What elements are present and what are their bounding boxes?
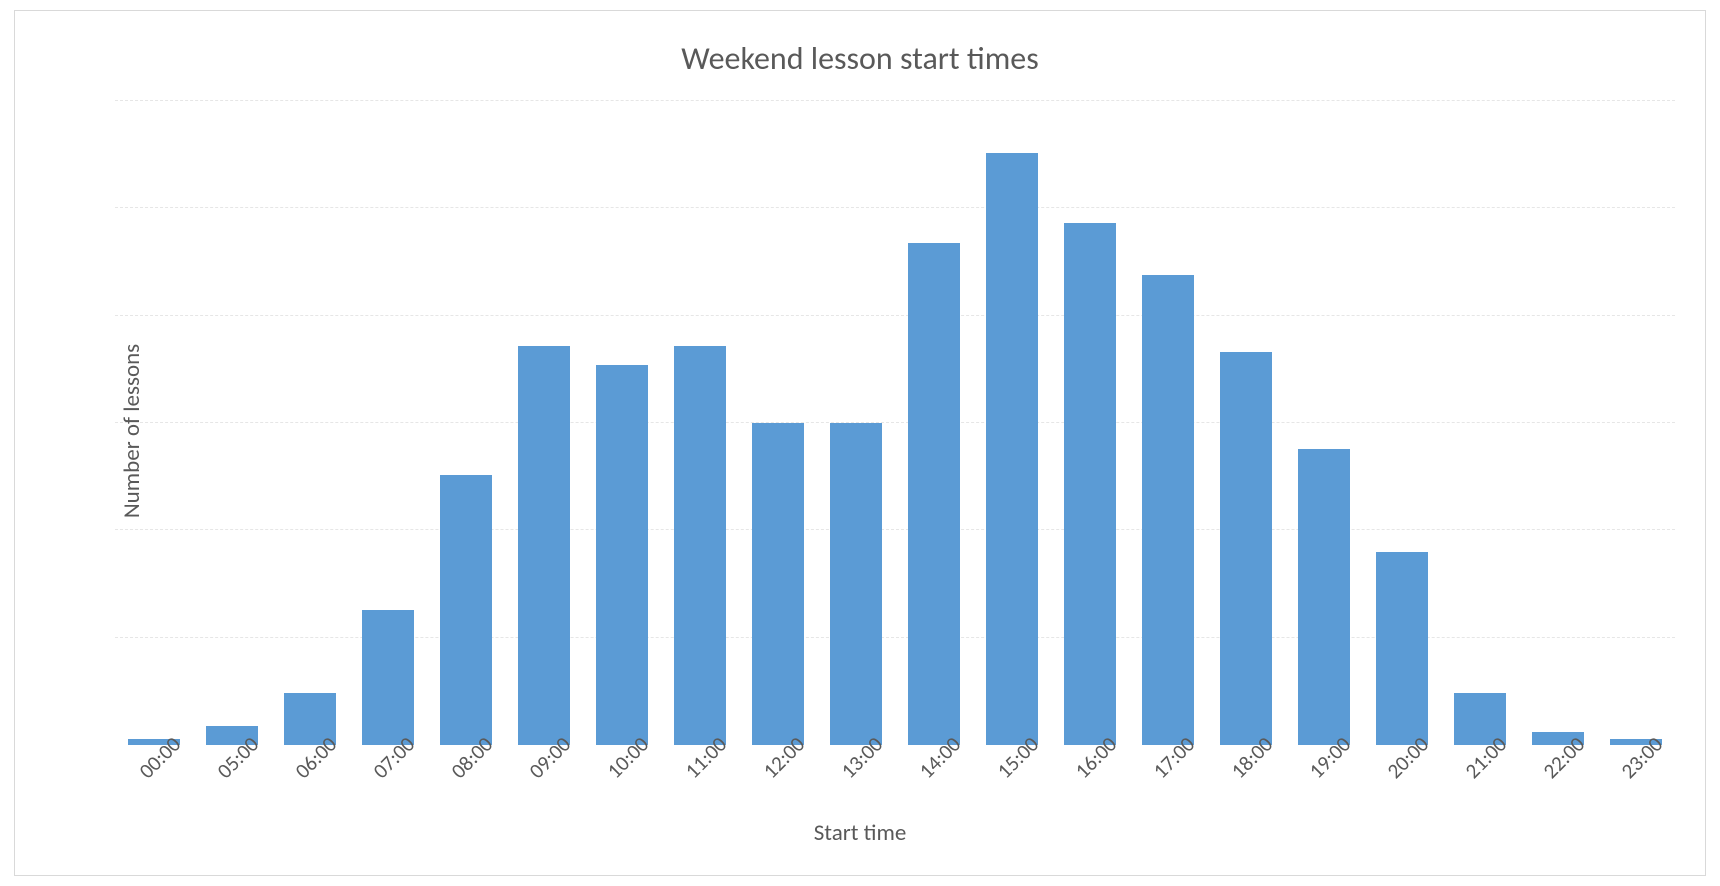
- bar-slot: [427, 101, 505, 745]
- x-axis-labels: 00:0005:0006:0007:0008:0009:0010:0011:00…: [115, 745, 1675, 815]
- bar-slot: [1129, 101, 1207, 745]
- x-tick-slot: 00:00: [115, 745, 193, 815]
- x-tick-slot: 19:00: [1285, 745, 1363, 815]
- bar-slot: [1285, 101, 1363, 745]
- bar-slot: [1597, 101, 1675, 745]
- bar: [440, 475, 492, 745]
- bar-slot: [973, 101, 1051, 745]
- x-tick-slot: 17:00: [1129, 745, 1207, 815]
- x-tick-slot: 20:00: [1363, 745, 1441, 815]
- x-tick-slot: 05:00: [193, 745, 271, 815]
- bar: [1064, 223, 1116, 745]
- x-tick-slot: 13:00: [817, 745, 895, 815]
- bar-slot: [739, 101, 817, 745]
- bar-slot: [895, 101, 973, 745]
- bar: [908, 243, 960, 745]
- x-tick-slot: 22:00: [1519, 745, 1597, 815]
- bar: [1220, 352, 1272, 745]
- bar-slot: [1519, 101, 1597, 745]
- bar-slot: [505, 101, 583, 745]
- x-tick-slot: 06:00: [271, 745, 349, 815]
- bar-slot: [1441, 101, 1519, 745]
- bar: [1376, 552, 1428, 745]
- bar-slot: [583, 101, 661, 745]
- x-tick-slot: 07:00: [349, 745, 427, 815]
- x-axis-title: Start time: [15, 819, 1705, 847]
- chart-title: Weekend lesson start times: [15, 39, 1705, 78]
- bar: [752, 423, 804, 745]
- bar-slot: [661, 101, 739, 745]
- x-tick-slot: 18:00: [1207, 745, 1285, 815]
- x-tick-slot: 23:00: [1597, 745, 1675, 815]
- x-tick-slot: 14:00: [895, 745, 973, 815]
- bar: [362, 610, 414, 745]
- bar: [830, 423, 882, 745]
- bar: [674, 346, 726, 745]
- bars-container: [115, 101, 1675, 745]
- bar: [518, 346, 570, 745]
- x-tick-slot: 12:00: [739, 745, 817, 815]
- x-tick-slot: 15:00: [973, 745, 1051, 815]
- bar-slot: [1363, 101, 1441, 745]
- x-tick-slot: 09:00: [505, 745, 583, 815]
- x-tick-slot: 11:00: [661, 745, 739, 815]
- x-tick-slot: 08:00: [427, 745, 505, 815]
- chart-frame: Weekend lesson start times Number of les…: [14, 10, 1706, 876]
- bar: [986, 153, 1038, 745]
- bar: [1298, 449, 1350, 745]
- bar-slot: [193, 101, 271, 745]
- x-tick-slot: 10:00: [583, 745, 661, 815]
- bar-slot: [1051, 101, 1129, 745]
- bar-slot: [271, 101, 349, 745]
- plot-area: [115, 101, 1675, 745]
- bar: [1142, 275, 1194, 745]
- bar-slot: [1207, 101, 1285, 745]
- bar-slot: [817, 101, 895, 745]
- x-tick-slot: 16:00: [1051, 745, 1129, 815]
- bar-slot: [349, 101, 427, 745]
- x-tick-slot: 21:00: [1441, 745, 1519, 815]
- bar: [596, 365, 648, 745]
- bar-slot: [115, 101, 193, 745]
